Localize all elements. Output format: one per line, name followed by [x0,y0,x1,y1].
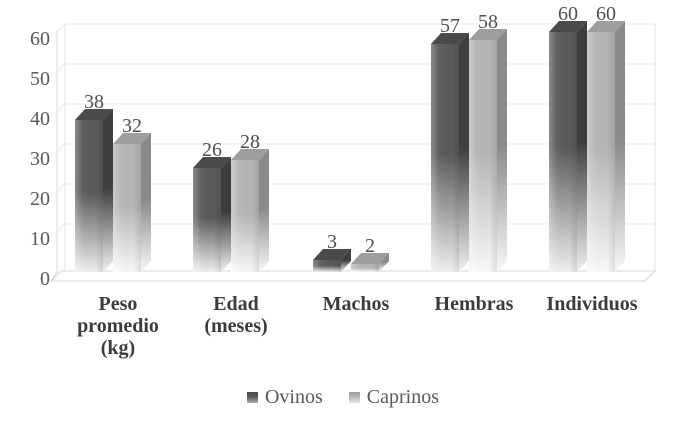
bar-side-caprinos-hembras [497,29,507,272]
bar-side-caprinos-edad-meses [259,149,269,272]
gridline-jog-40 [56,103,66,113]
bar-top-ovinos-edad-meses [193,157,231,168]
bar-side-ovinos-edad-meses [221,157,231,272]
data-label-caprinos-individuos: 60 [596,3,616,25]
legend: Ovinos Caprinos [0,387,686,407]
y-tick-label-0: 0 [40,268,50,290]
data-label-caprinos-peso-promedio-kg: 32 [122,115,142,137]
bar-top-ovinos-individuos [549,21,587,32]
bar-sheen-caprinos-peso-promedio-kg [113,144,141,272]
bar-sheen-ovinos-hembras [431,44,459,272]
bar-top-ovinos-machos [313,249,351,260]
bar-top-caprinos-machos [351,253,389,264]
bar-top-ovinos-hembras [431,33,469,44]
bar-side-ovinos-machos [341,249,351,272]
bar-sheen-ovinos-edad-meses [193,168,221,272]
bar-sheen-caprinos-machos [351,264,379,272]
bar-sheen-caprinos-individuos [587,32,615,272]
data-label-caprinos-edad-meses: 28 [240,131,260,153]
data-label-ovinos-hembras: 57 [440,15,460,37]
bar-side-ovinos-hembras [459,33,469,272]
gridline-jog-20 [56,183,66,193]
legend-marker-ovinos-icon [246,391,258,403]
gridline-jog-10 [56,223,66,233]
data-label-ovinos-machos: 3 [327,231,337,253]
y-tick-label-20: 20 [30,188,50,210]
legend-label-ovinos: Ovinos [264,386,323,408]
chart-floor [49,270,657,282]
bar-side-ovinos-peso-promedio-kg [103,109,113,272]
bar-side-ovinos-individuos [577,21,587,272]
bar-sheen-ovinos-machos [313,260,341,272]
x-category-label-peso-promedio-kg: Peso promedio (kg) [77,293,159,359]
bar-top-caprinos-hembras [469,29,507,40]
legend-entry-caprinos: Caprinos [348,386,439,408]
bar-top-caprinos-edad-meses [231,149,269,160]
bar-side-caprinos-peso-promedio-kg [141,133,151,272]
bar-top-caprinos-peso-promedio-kg [113,133,151,144]
data-label-ovinos-individuos: 60 [558,3,578,25]
legend-label-caprinos: Caprinos [366,386,439,408]
legend-marker-caprinos-icon [348,391,360,403]
x-category-label-hembras: Hembras [435,293,514,315]
bar-side-caprinos-individuos [615,21,625,272]
legend-entry-ovinos: Ovinos [246,386,323,408]
bar-top-caprinos-individuos [587,21,625,32]
bar-sheen-ovinos-individuos [549,32,577,272]
x-category-label-edad-meses: Edad (meses) [204,293,267,337]
y-tick-label-10: 10 [30,228,50,250]
x-category-label-individuos: Individuos [546,293,637,315]
bar-sheen-caprinos-edad-meses [231,160,259,272]
x-category-label-machos: Machos [323,293,390,315]
gridline-jog-30 [56,143,66,153]
y-tick-label-40: 40 [30,108,50,130]
data-label-caprinos-machos: 2 [365,235,375,257]
gridline-jog-60 [56,23,66,33]
y-tick-label-30: 30 [30,148,50,170]
bar-top-ovinos-peso-promedio-kg [75,109,113,120]
gridline-jog-50 [56,63,66,73]
y-tick-label-50: 50 [30,68,50,90]
data-label-caprinos-hembras: 58 [478,11,498,33]
bar-sheen-ovinos-peso-promedio-kg [75,120,103,272]
data-label-ovinos-edad-meses: 26 [202,139,222,161]
floor-left-corner [50,271,58,282]
y-tick-label-60: 60 [30,28,50,50]
data-label-ovinos-peso-promedio-kg: 38 [84,91,104,113]
bar-sheen-caprinos-hembras [469,40,497,272]
bar-side-caprinos-machos [379,253,389,272]
